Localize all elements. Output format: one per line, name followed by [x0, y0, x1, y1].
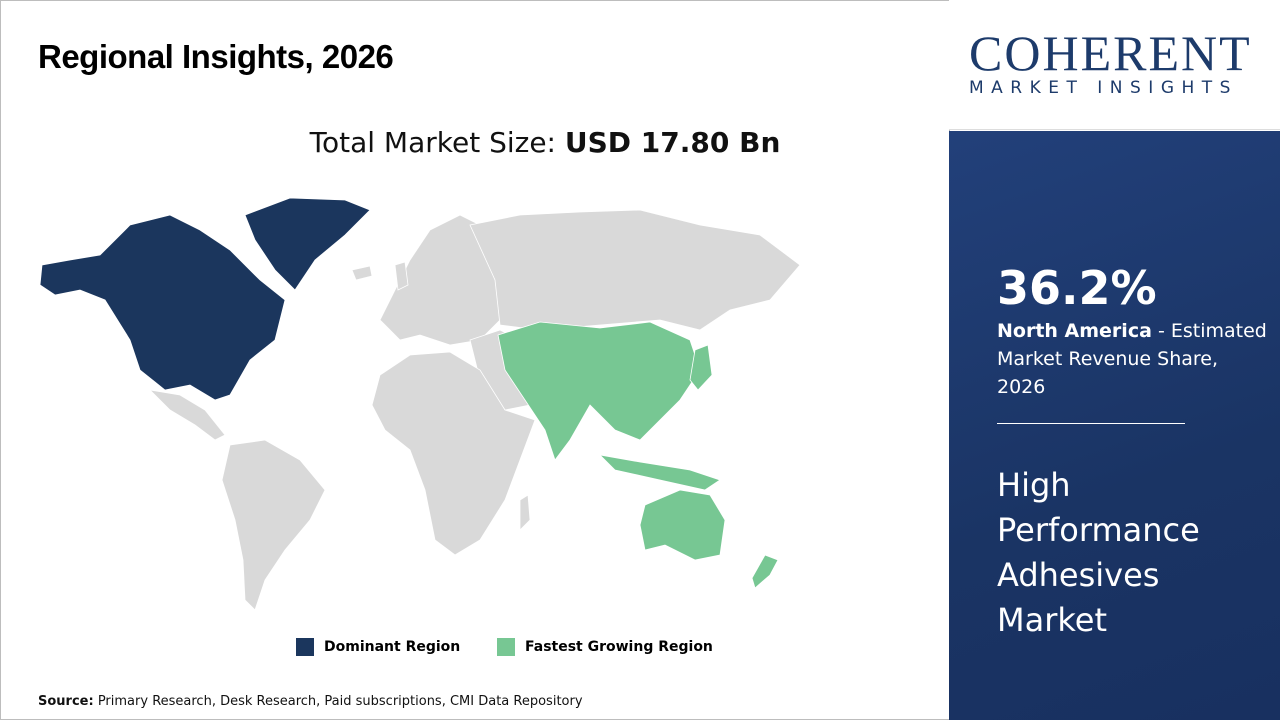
share-region: North America [997, 320, 1152, 342]
iceland [351, 265, 373, 281]
australia [639, 489, 726, 561]
world-map [39, 197, 801, 611]
legend-label: Dominant Region [324, 639, 461, 655]
legend-dominant: Dominant Region [296, 638, 460, 656]
share-desc-text: - Estimated Market Revenue Share, 2026 [997, 320, 1267, 398]
source-note: Source: Primary Research, Desk Research,… [38, 694, 583, 709]
logo: COHERENT MARKET INSIGHTS [949, 0, 1280, 130]
legend-swatch [296, 638, 314, 656]
info-panel: 36.2% North America - Estimated Market R… [949, 131, 1280, 720]
new-zealand [751, 554, 779, 589]
total-market-size: Total Market Size: USD 17.80 Bn [0, 126, 1090, 159]
page-title: Regional Insights, 2026 [38, 38, 394, 75]
japan [689, 344, 713, 391]
source-label: Source: [38, 694, 94, 709]
share-percent: 36.2% [997, 261, 1157, 315]
total-value: USD 17.80 Bn [564, 126, 781, 159]
side-panel: COHERENT MARKET INSIGHTS 36.2% North Ame… [949, 0, 1280, 720]
legend-fastest: Fastest Growing Region [497, 638, 713, 656]
indonesia [598, 454, 721, 491]
market-name: High Performance Adhesives Market [997, 466, 1200, 639]
source-text: Primary Research, Desk Research, Paid su… [93, 694, 583, 709]
share-description: North America - Estimated Market Revenue… [997, 317, 1267, 401]
total-label: Total Market Size: [309, 126, 565, 159]
madagascar [519, 494, 531, 531]
legend-label: Fastest Growing Region [525, 639, 713, 655]
divider [997, 423, 1185, 424]
logo-wordmark: COHERENT [969, 25, 1252, 81]
asia-pacific [497, 321, 701, 461]
central-america [148, 389, 226, 441]
uk [394, 261, 409, 291]
logo-tagline: MARKET INSIGHTS [969, 78, 1238, 98]
greenland [244, 197, 371, 291]
africa [371, 351, 536, 556]
legend-swatch [497, 638, 515, 656]
russia [469, 209, 801, 331]
south-america [221, 439, 326, 611]
north-america [39, 214, 286, 401]
